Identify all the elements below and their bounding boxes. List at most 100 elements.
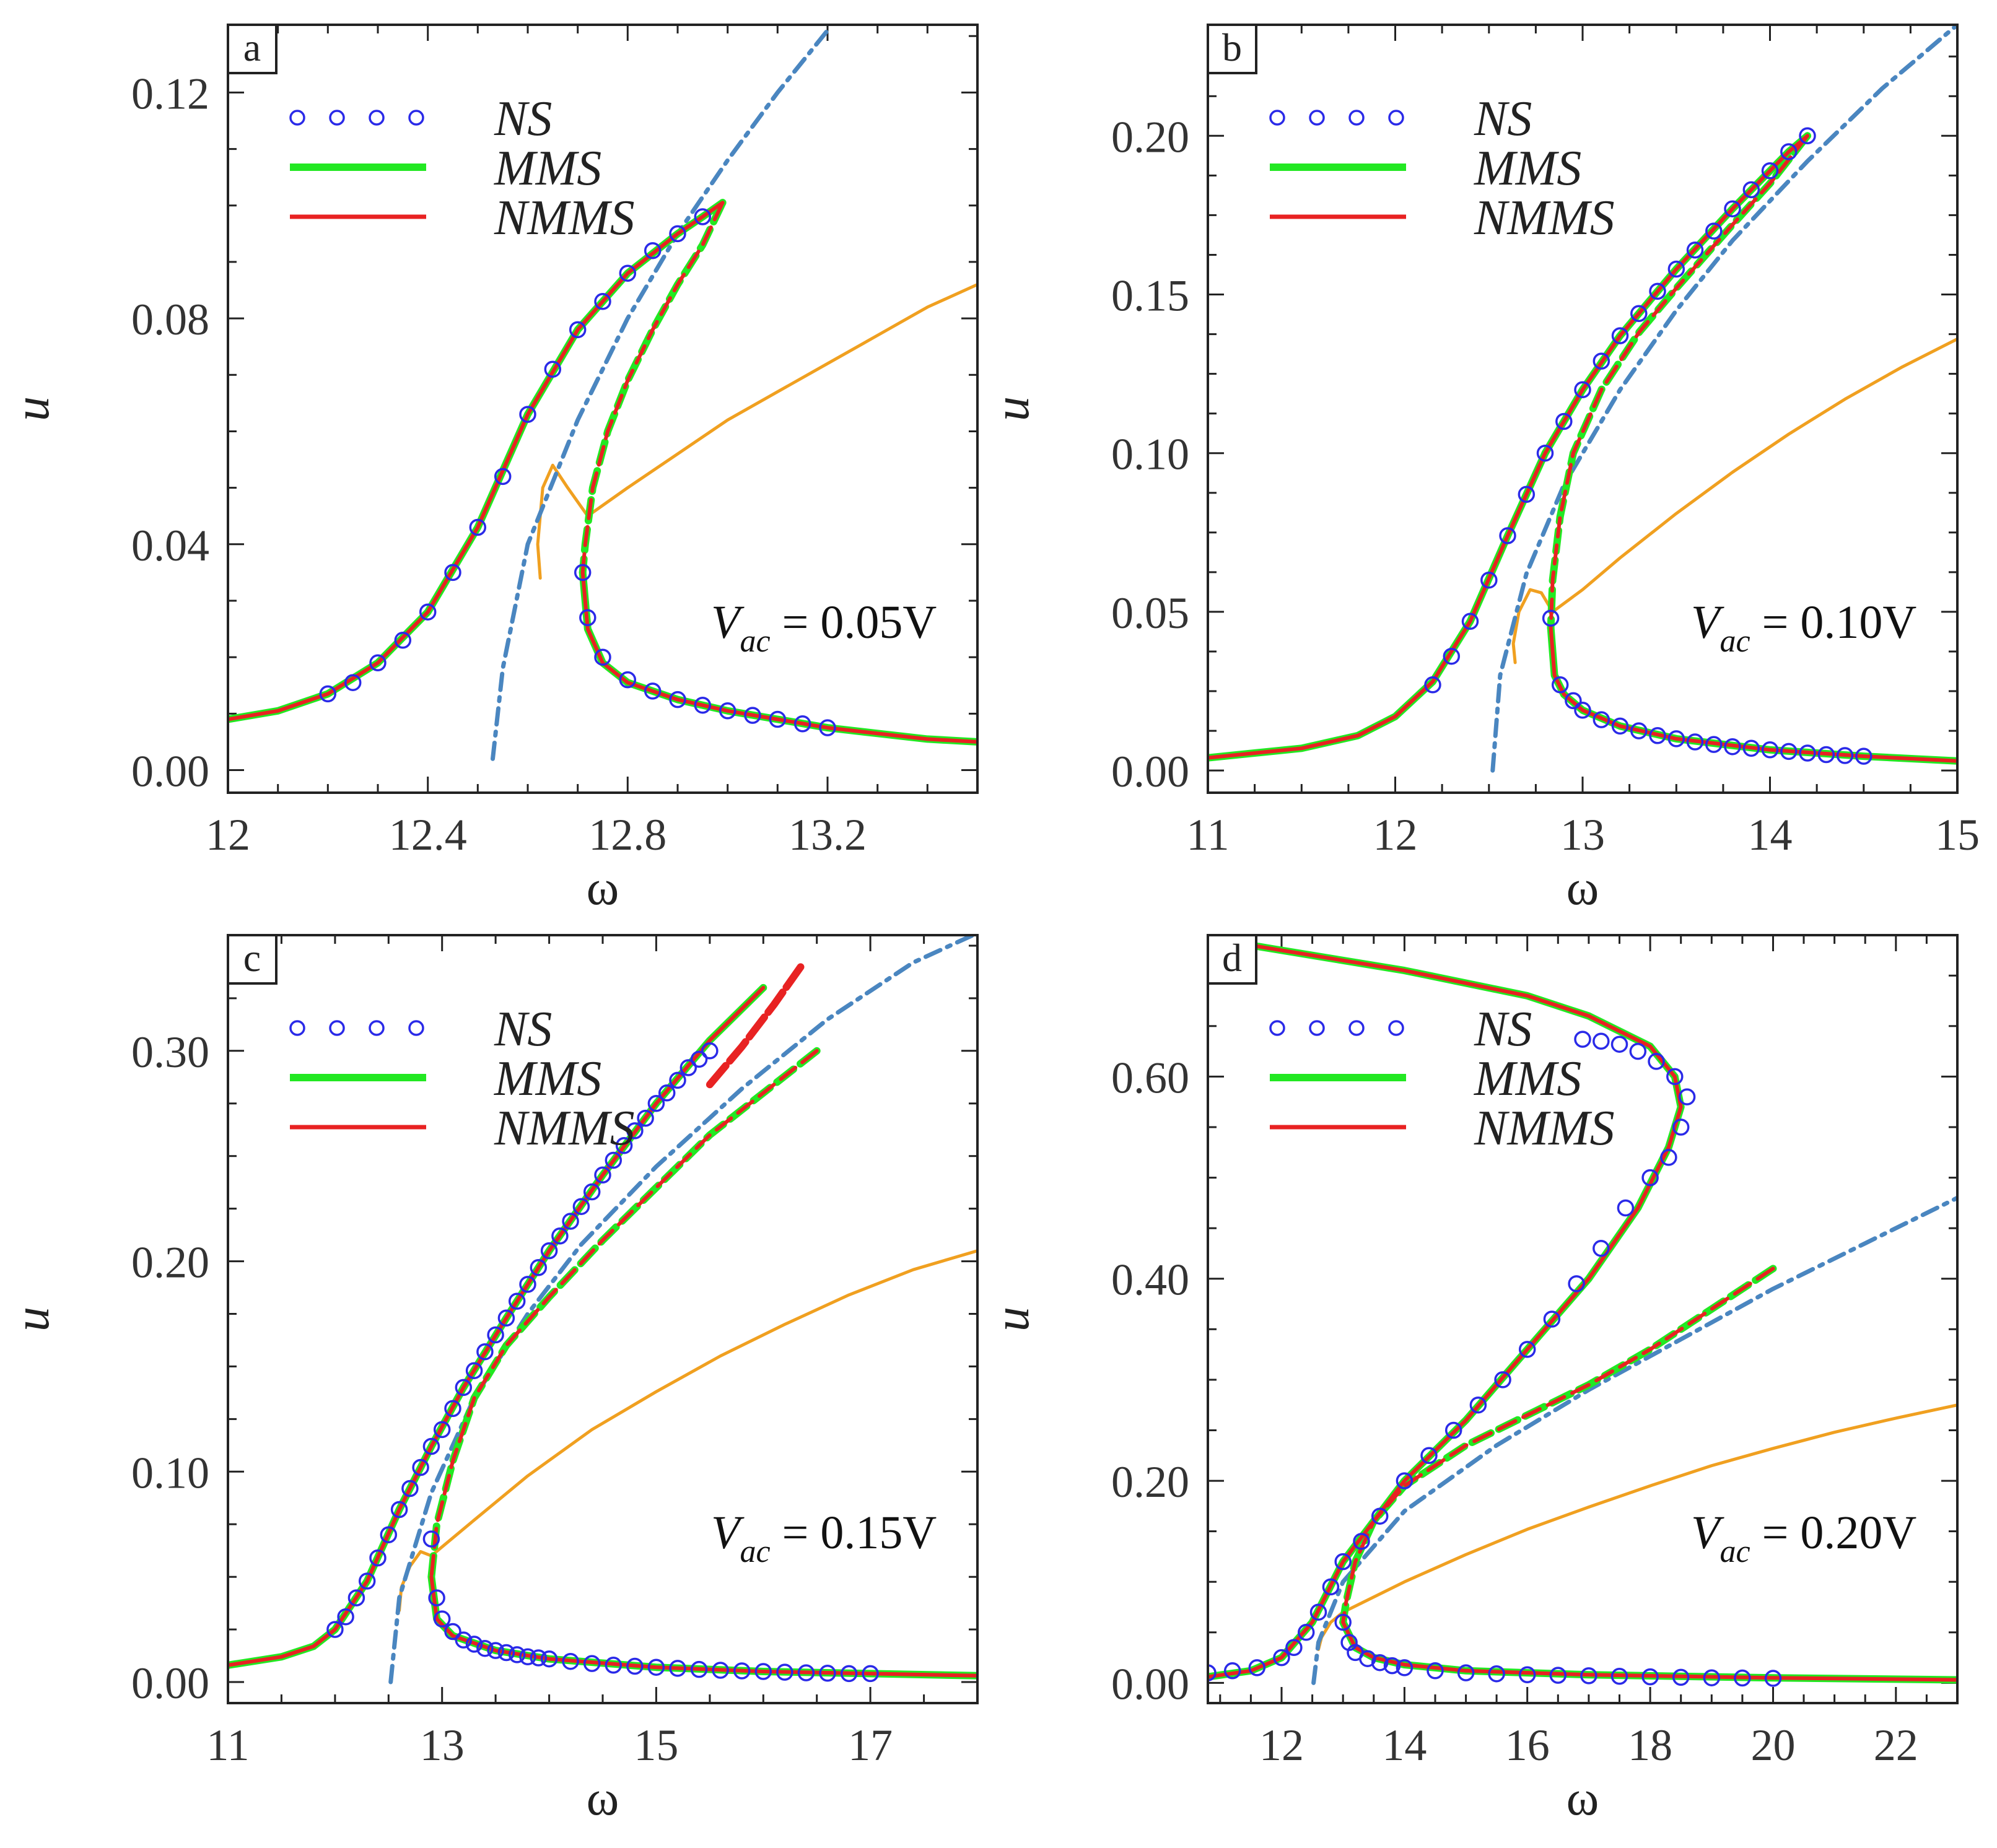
ns-point: [694, 696, 712, 714]
plot-frame: [227, 24, 979, 794]
ns-point: [1672, 1118, 1690, 1136]
x-tick-label: 11: [1186, 810, 1229, 860]
x-tick-label: 14: [1382, 1720, 1427, 1770]
aux-branch-curve: [536, 463, 590, 580]
ns-point: [1780, 743, 1798, 761]
ns-point: [1593, 1240, 1610, 1257]
ns-point: [619, 671, 637, 689]
legend-ns-label: NS: [494, 1002, 552, 1057]
ns-point: [769, 710, 787, 728]
ns-point: [669, 1660, 686, 1677]
ns-point: [337, 1608, 354, 1626]
ns-point: [1371, 1507, 1389, 1525]
ns-point: [1322, 1578, 1340, 1596]
ns-point: [719, 702, 736, 720]
vac-subscript: ac: [1720, 1534, 1750, 1569]
ns-point: [1761, 162, 1779, 180]
ns-point: [369, 1549, 387, 1567]
ns-point: [1542, 609, 1560, 627]
ns-point: [1742, 739, 1760, 757]
x-tick-label: 22: [1874, 1720, 1918, 1770]
ns-point: [455, 1379, 473, 1397]
x-tick-label: 12: [206, 810, 250, 860]
ns-point: [1672, 1668, 1690, 1686]
ns-point: [583, 1655, 601, 1672]
ns-point: [1555, 412, 1573, 430]
minor-ticks: [228, 25, 977, 793]
panel-tag-box: [1207, 934, 1257, 985]
ns-point: [1518, 1666, 1536, 1684]
aux-curve: [1551, 337, 1957, 614]
panel-tag: a: [243, 25, 261, 69]
ns-point: [347, 1589, 365, 1606]
ns-point: [1424, 676, 1441, 694]
ns-point: [487, 1642, 504, 1659]
ns-point: [840, 1665, 858, 1683]
ns-point: [1734, 1669, 1751, 1687]
x-tick-label: 17: [848, 1720, 893, 1770]
ns-point: [1297, 1624, 1315, 1641]
x-axis-label: ω: [1567, 1771, 1599, 1826]
ns-point: [1610, 1668, 1628, 1685]
ns-point: [1742, 181, 1760, 199]
x-tick-label: 13: [420, 1720, 465, 1770]
aux-curve: [1341, 1403, 1957, 1614]
y-axis-label: u: [5, 1307, 59, 1332]
legend-ns-marker: [289, 110, 305, 126]
ns-point: [422, 1530, 440, 1548]
ns-point: [1649, 727, 1666, 744]
vac-subscript: ac: [740, 624, 770, 659]
ns-point: [1427, 1662, 1444, 1680]
ns-point: [1499, 527, 1516, 544]
ns-point: [1457, 1664, 1475, 1681]
ns-point: [1724, 738, 1741, 756]
ns-point: [1371, 1654, 1389, 1671]
ns-point: [605, 1151, 623, 1169]
ns-point: [690, 1660, 708, 1678]
ns-point: [680, 1059, 697, 1076]
ns-point: [344, 674, 362, 691]
ns-point: [465, 1636, 483, 1653]
ns-point: [754, 1663, 772, 1680]
y-axis-label: u: [5, 396, 59, 421]
mms-upper-curve: [1208, 941, 1685, 1681]
ns-point: [444, 1623, 461, 1641]
ns-point: [494, 468, 512, 486]
ns-point: [469, 518, 487, 536]
ns-point: [455, 1631, 473, 1649]
ns-point: [428, 1589, 445, 1606]
ns-point: [1309, 1603, 1327, 1621]
ns-point: [1549, 1667, 1567, 1684]
ns-point: [476, 1343, 494, 1361]
nmms-upper-curve: [1208, 943, 1683, 1679]
legend-nmms-label: NMMS: [1474, 1101, 1615, 1156]
x-axis-label: ω: [587, 1771, 619, 1826]
ns-point: [1359, 1650, 1376, 1667]
vac-symbol: V: [711, 1507, 745, 1559]
nmms-middle-curve: [429, 1048, 819, 1579]
ns-point: [776, 1663, 793, 1681]
ns-point: [1273, 1649, 1290, 1667]
ns-point: [1565, 692, 1582, 710]
x-tick-label: 12.8: [588, 810, 666, 860]
vac-value: = 0.20V: [1750, 1507, 1917, 1559]
y-tick-label: 0.10: [131, 1448, 209, 1497]
aux-curve: [429, 1249, 977, 1558]
ns-point: [444, 564, 461, 582]
ns-point: [690, 1050, 708, 1068]
ns-point: [1611, 717, 1629, 735]
x-tick-label: 12.4: [389, 810, 467, 860]
ns-point: [1855, 747, 1872, 765]
ns-point: [669, 691, 686, 708]
x-tick-label: 20: [1751, 1720, 1796, 1770]
ns-point: [551, 1227, 569, 1245]
legend-ns-marker: [1388, 110, 1404, 126]
x-tick-label: 13: [1560, 810, 1605, 860]
ns-point: [530, 1259, 548, 1276]
ns-point: [701, 1042, 719, 1060]
ns-point: [1660, 1149, 1677, 1166]
ns-point: [390, 1501, 408, 1519]
legend-nmms-label: NMMS: [1474, 191, 1615, 245]
ns-point: [1574, 1031, 1591, 1048]
ns-point: [401, 1480, 419, 1497]
